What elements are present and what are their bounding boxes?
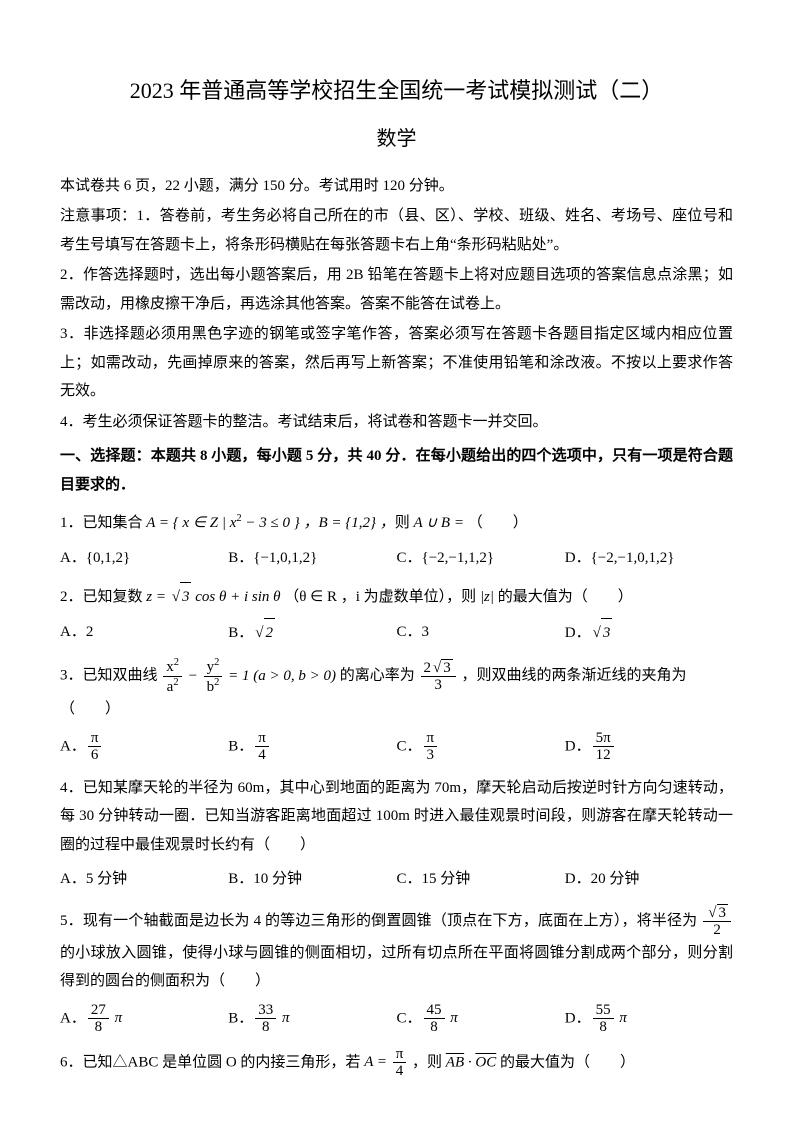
q5-a-den: 8	[88, 1019, 109, 1036]
question-2: 2．已知复数 z = 3 cos θ + i sin θ （θ ∈ R ，i 为…	[60, 582, 733, 612]
q2-b-pre: B．	[228, 625, 253, 641]
q6-den: 4	[393, 1063, 407, 1080]
q2-b-rad: 2	[264, 618, 276, 648]
q5-d-pi: π	[619, 1010, 627, 1026]
q3-d-den: 12	[593, 747, 614, 764]
q3-d-pre: D．	[565, 738, 591, 754]
q3-options: A．π6 B．π4 C．π3 D．5π12	[60, 730, 733, 764]
q6-stem-pre: 6．已知△ABC 是单位圆 O 的内接三角形，若	[60, 1054, 364, 1070]
q4-opt-a: A．5 分钟	[60, 865, 228, 894]
q5-c-pre: C．	[397, 1010, 422, 1026]
q5-b-pre: B．	[228, 1010, 253, 1026]
q2-stem-mid: （θ ∈ R ，i 为虚数单位），则	[284, 589, 480, 605]
intro-line-4: 4．考生必须保证答题卡的整洁。考试结束后，将试卷和答题卡一并交回。	[60, 408, 733, 437]
q5-c-num: 45	[424, 1002, 445, 1020]
q5-opt-b: B．338 π	[228, 1002, 396, 1036]
q2-stem-pre: 2．已知复数	[60, 589, 146, 605]
page-subtitle: 数学	[60, 120, 733, 158]
q4-opt-d: D．20 分钟	[565, 865, 733, 894]
intro-line-3: 3．非选择题必须用黑色字迹的钢笔或签字笔作答，答案必须写在答题卡各题目指定区域内…	[60, 320, 733, 406]
q3-d-pi: π	[603, 730, 611, 746]
question-6: 6．已知△ABC 是单位圆 O 的内接三角形，若 A = π4 ，则 AB · …	[60, 1046, 733, 1080]
q3-opt-a: A．π6	[60, 730, 228, 764]
q3-b-den: 4	[255, 747, 269, 764]
intro-line-2: 2．作答选择题时，选出每小题答案后，用 2B 铅笔在答题卡上将对应题目选项的答案…	[60, 261, 733, 318]
q2-options: A．2 B． 2 C．3 D． 3	[60, 618, 733, 648]
q2-opt-d: D． 3	[565, 618, 733, 648]
q3-a-den: 6	[88, 747, 102, 764]
q4-opt-b: B．10 分钟	[228, 865, 396, 894]
q3-b-num: π	[255, 730, 269, 748]
q3-opt-b: B．π4	[228, 730, 396, 764]
q1-stem-pre: 1．已知集合	[60, 515, 146, 531]
q1-opt-a: A．{0,1,2}	[60, 544, 228, 573]
q1-opt-d: D．{−2,−1,0,1,2}	[565, 544, 733, 573]
intro-line-0: 本试卷共 6 页，22 小题，满分 150 分。考试用时 120 分钟。	[60, 172, 733, 201]
q5-radius: 32	[701, 913, 733, 929]
q3-c-pre: C．	[397, 738, 422, 754]
q2-opt-a: A．2	[60, 618, 228, 648]
q1-opt-b: B．{−1,0,1,2}	[228, 544, 396, 573]
q5-d-num: 55	[593, 1002, 614, 1020]
question-5: 5．现有一个轴截面是边长为 4 的等边三角形的倒置圆锥（顶点在下方，底面在上方）…	[60, 904, 733, 996]
q5-opt-c: C．458 π	[397, 1002, 565, 1036]
q4-options: A．5 分钟 B．10 分钟 C．15 分钟 D．20 分钟	[60, 865, 733, 894]
q3-opt-d: D．5π12	[565, 730, 733, 764]
q3-d-num: 5π	[593, 730, 614, 748]
q2-d-rad: 3	[601, 618, 613, 648]
q1-stem-post: （ ）	[468, 515, 528, 531]
q3-b-pre: B．	[228, 738, 253, 754]
q3-c-den: 3	[424, 747, 438, 764]
page-title: 2023 年普通高等学校招生全国统一考试模拟测试（二）	[60, 70, 733, 112]
q2-d-pre: D．	[565, 625, 591, 641]
q2-stem-post: 的最大值为（ ）	[498, 589, 633, 605]
q1-formula: A = { x ∈ Z | x2 − 3 ≤ 0 } ，B = {1,2} ，则…	[146, 515, 467, 531]
q2-abs: |z|	[480, 589, 494, 605]
q3-a-pre: A．	[60, 738, 86, 754]
q5-b-den: 8	[255, 1019, 276, 1036]
q3-stem-pre: 3．已知双曲线	[60, 668, 161, 684]
q1-opt-c: C．{−2,−1,1,2}	[397, 544, 565, 573]
q6-vectors: AB · OC	[446, 1054, 496, 1070]
q6-angle: A = π4	[364, 1054, 408, 1070]
q5-c-den: 8	[424, 1019, 445, 1036]
q5-b-pi: π	[282, 1010, 290, 1026]
q3-ecc: 233	[419, 668, 462, 684]
question-3: 3．已知双曲线 x2a2 − y2b2 = 1 (a > 0, b > 0) 的…	[60, 657, 733, 724]
q4-opt-c: C．15 分钟	[397, 865, 565, 894]
q5-a-pi: π	[115, 1010, 123, 1026]
q5-a-num: 27	[88, 1002, 109, 1020]
q2-opt-b: B． 2	[228, 618, 396, 648]
q3-opt-c: C．π3	[397, 730, 565, 764]
q5-stem-pre: 5．现有一个轴截面是边长为 4 的等边三角形的倒置圆锥（顶点在下方，底面在上方）…	[60, 913, 701, 929]
q5-a-pre: A．	[60, 1010, 86, 1026]
q6-pi: π	[393, 1046, 407, 1064]
q3-stem-mid1: 的离心率为	[340, 668, 419, 684]
q6-stem-post: 的最大值为（ ）	[500, 1054, 635, 1070]
q3-a-num: π	[88, 730, 102, 748]
q3-formula: x2a2 − y2b2 = 1 (a > 0, b > 0)	[161, 668, 339, 684]
q5-c-pi: π	[450, 1010, 458, 1026]
question-1: 1．已知集合 A = { x ∈ Z | x2 − 3 ≤ 0 } ，B = {…	[60, 509, 733, 538]
q6-stem-mid: ，则	[412, 1054, 446, 1070]
q5-d-den: 8	[593, 1019, 614, 1036]
q2-formula: z = 3 cos θ + i sin θ	[146, 589, 284, 605]
section-1-heading: 一、选择题：本题共 8 小题，每小题 5 分，共 40 分．在每小题给出的四个选…	[60, 442, 733, 499]
q5-b-num: 33	[255, 1002, 276, 1020]
q5-d-pre: D．	[565, 1010, 591, 1026]
q3-c-num: π	[424, 730, 438, 748]
q5-opt-a: A．278 π	[60, 1002, 228, 1036]
question-4: 4．已知某摩天轮的半径为 60m，其中心到地面的距离为 70m，摩天轮启动后按逆…	[60, 774, 733, 860]
q5-stem-post: 的小球放入圆锥，使得小球与圆锥的侧面相切，过所有切点所在平面将圆锥分割成两个部分…	[60, 945, 733, 990]
q5-opt-d: D．558 π	[565, 1002, 733, 1036]
intro-line-1: 注意事项：1．答卷前，考生务必将自己所在的市（县、区）、学校、班级、姓名、考场号…	[60, 202, 733, 259]
q2-opt-c: C．3	[397, 618, 565, 648]
q5-options: A．278 π B．338 π C．458 π D．558 π	[60, 1002, 733, 1036]
q1-options: A．{0,1,2} B．{−1,0,1,2} C．{−2,−1,1,2} D．{…	[60, 544, 733, 573]
